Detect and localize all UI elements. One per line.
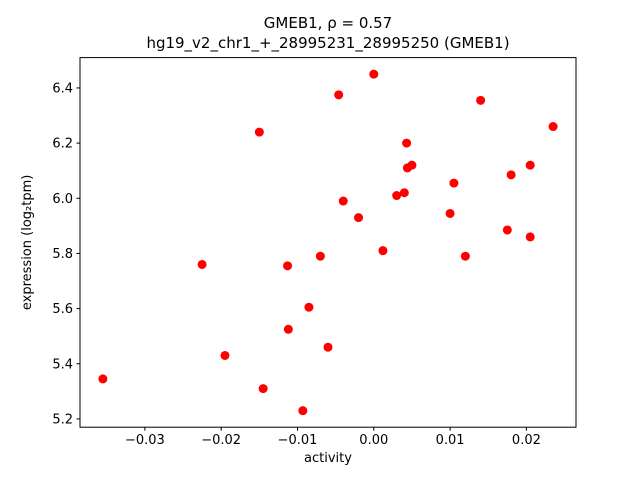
data-point (258, 384, 268, 394)
y-tick-label: 6.4 (52, 81, 73, 96)
data-point (399, 188, 409, 198)
data-point (354, 213, 364, 223)
data-point (254, 127, 264, 137)
data-point (449, 178, 459, 188)
y-axis-label: expression (log₂tpm) (20, 175, 35, 310)
data-point (283, 324, 293, 334)
data-point (283, 261, 293, 271)
y-tick-label: 5.2 (52, 412, 73, 427)
y-tick-label: 5.8 (52, 247, 73, 262)
data-point (548, 122, 558, 132)
y-axis-ticks: 5.2 5.4 5.6 5.8 6.0 6.2 6.4 (52, 81, 80, 427)
scatter-points (98, 69, 558, 416)
data-point (298, 406, 308, 416)
data-point (338, 196, 348, 206)
data-point (407, 160, 417, 170)
data-point (220, 350, 230, 360)
x-tick-label: 0.01 (436, 433, 465, 448)
data-point (525, 232, 535, 242)
x-tick-label: −0.03 (125, 433, 165, 448)
data-point (525, 160, 535, 170)
data-point (506, 170, 516, 180)
x-axis-ticks: −0.03 −0.02 −0.01 0.00 0.01 0.02 (125, 427, 541, 448)
x-tick-label: −0.01 (278, 433, 318, 448)
x-tick-label: 0.02 (512, 433, 541, 448)
data-point (502, 225, 512, 235)
chart-title: GMEB1, ρ = 0.57 (264, 14, 392, 32)
data-point (392, 191, 402, 201)
plot-area (79, 57, 577, 428)
data-point (402, 138, 412, 148)
y-tick-label: 6.0 (52, 192, 73, 207)
data-point (378, 246, 388, 256)
x-axis-label: activity (304, 451, 352, 466)
y-tick-label: 5.6 (52, 302, 73, 317)
x-tick-label: −0.02 (201, 433, 241, 448)
y-tick-label: 5.4 (52, 357, 73, 372)
data-point (476, 95, 486, 105)
data-point (315, 251, 325, 261)
data-point (334, 90, 344, 100)
data-point (369, 69, 379, 79)
data-point (323, 342, 333, 352)
data-point (460, 251, 470, 261)
x-tick-label: 0.00 (359, 433, 388, 448)
data-point (304, 302, 314, 312)
data-point (98, 374, 108, 384)
data-point (445, 208, 455, 218)
chart-subtitle: hg19_v2_chr1_+_28995231_28995250 (GMEB1) (146, 34, 509, 53)
y-tick-label: 6.2 (52, 137, 73, 152)
data-point (197, 259, 207, 269)
